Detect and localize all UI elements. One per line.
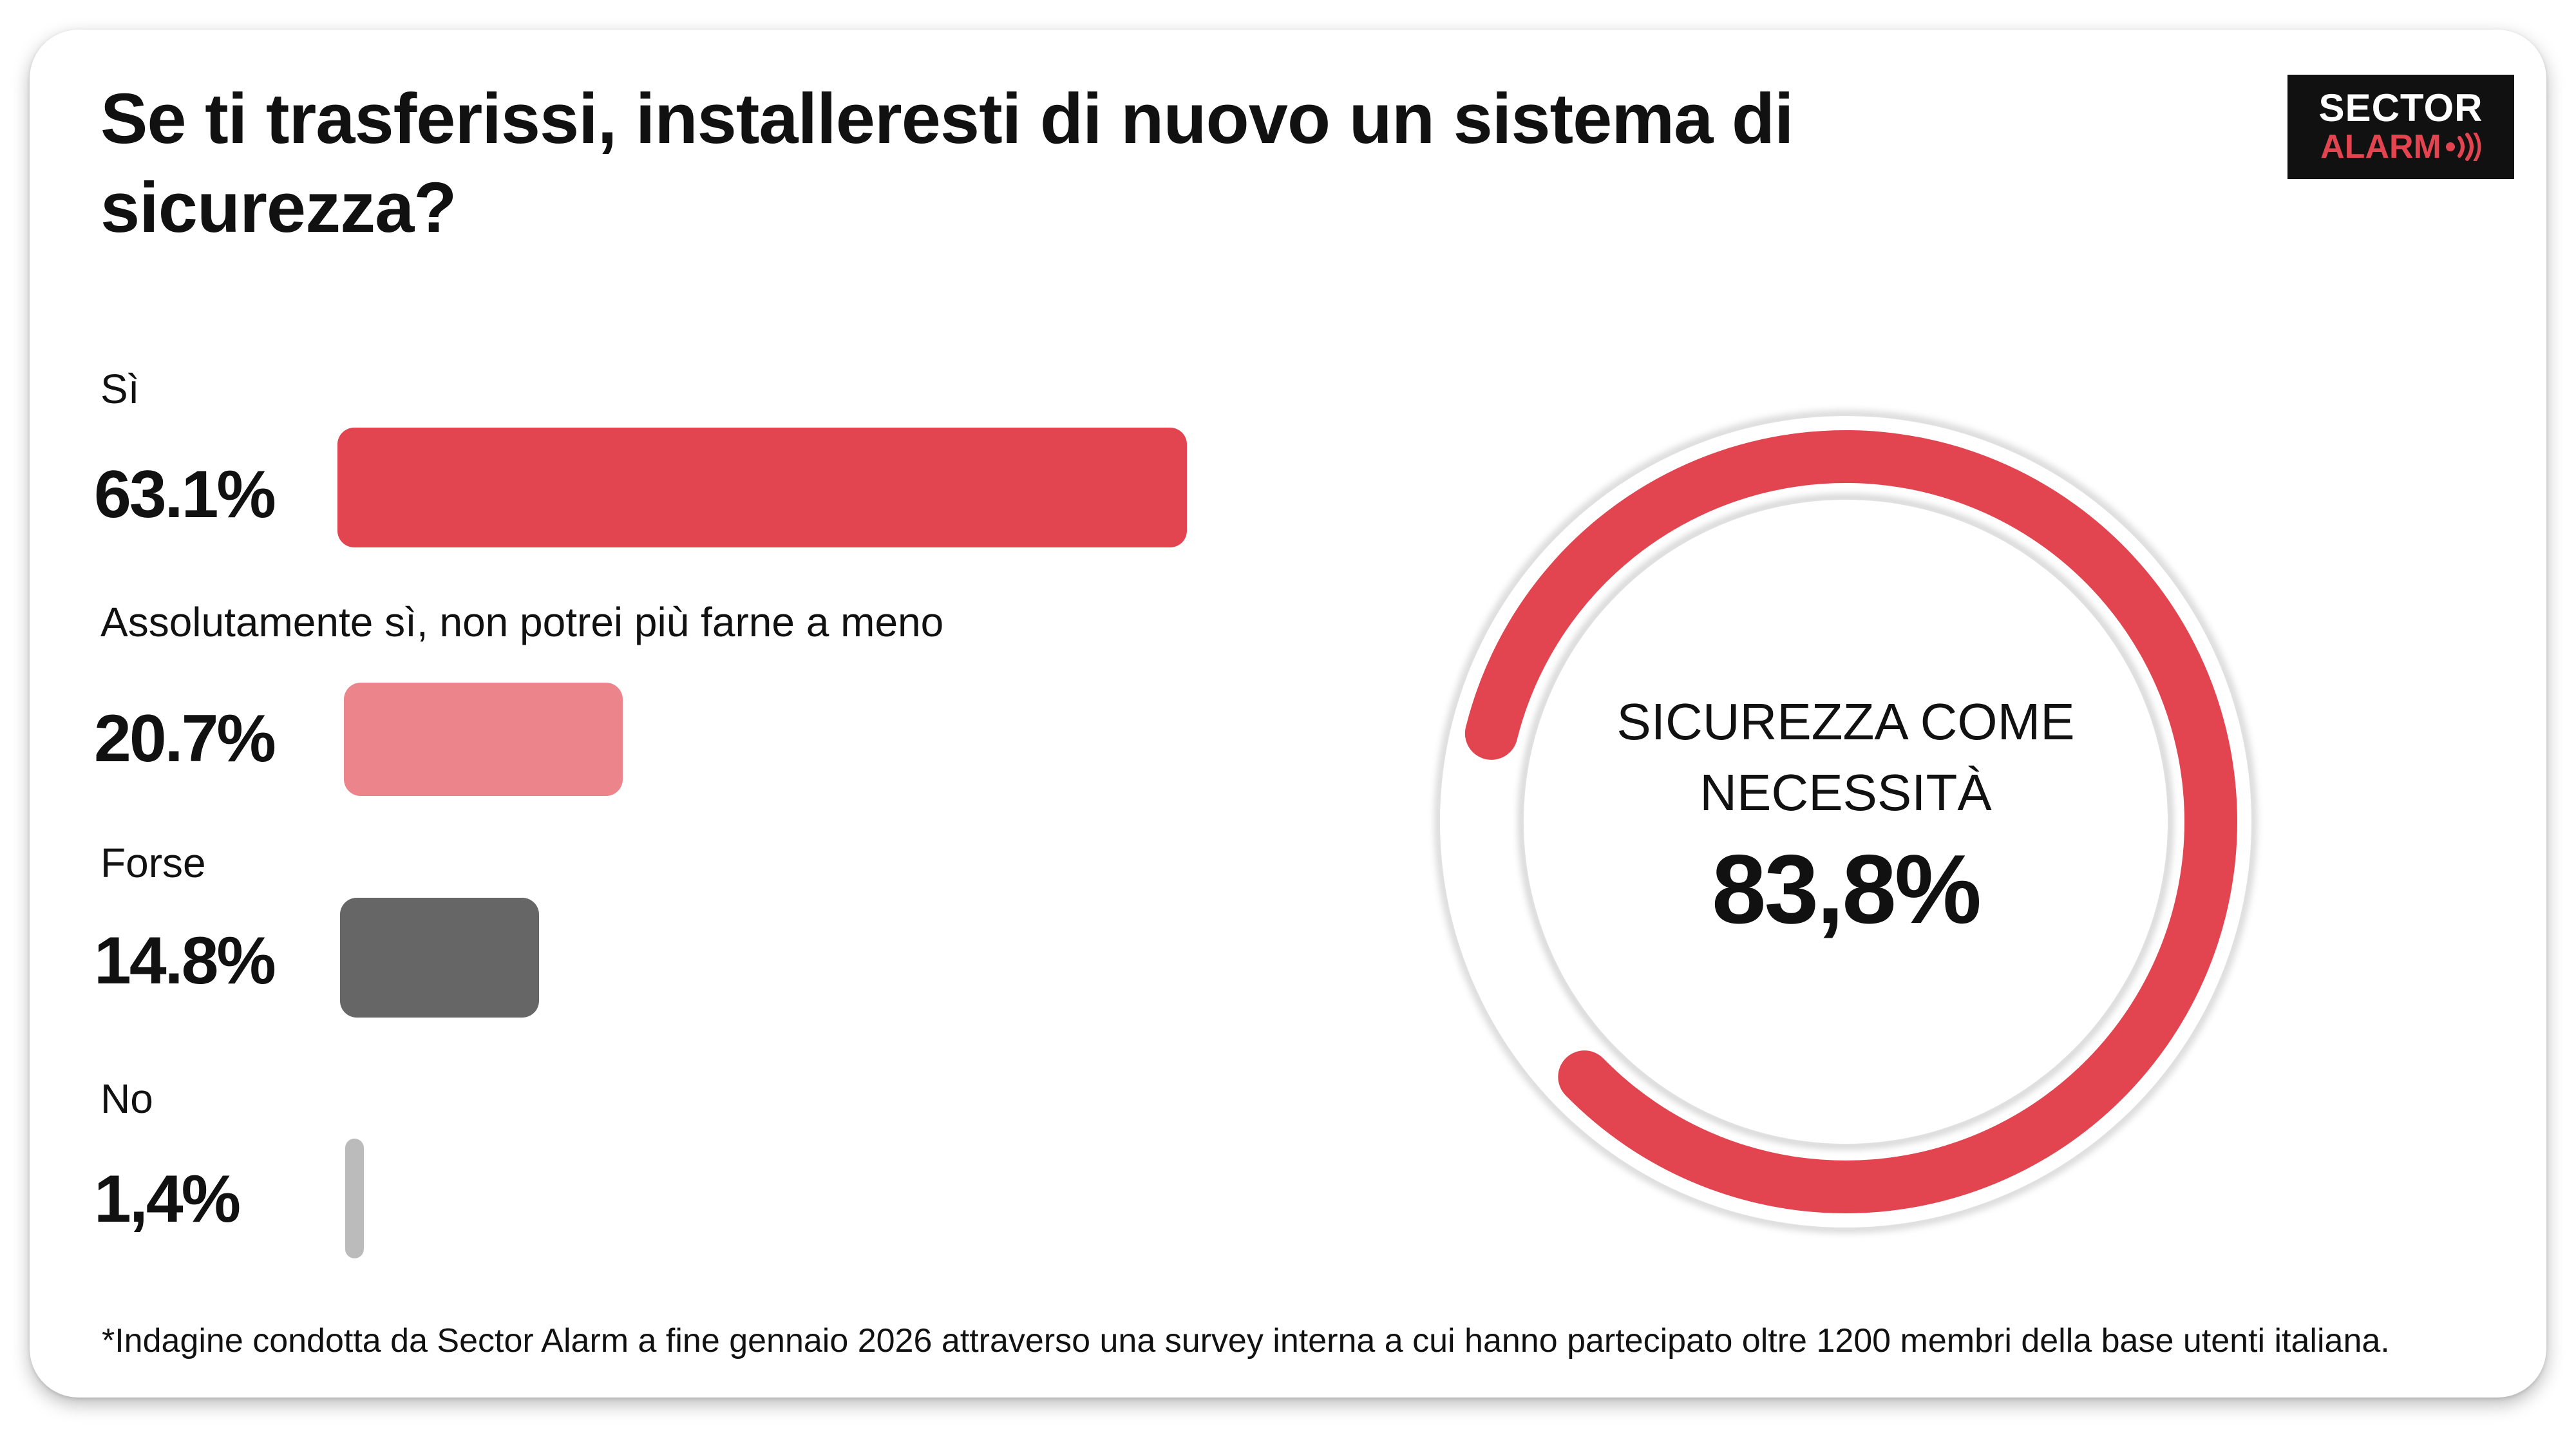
bar-category-label: Assolutamente sì, non potrei più farne a… xyxy=(100,599,944,645)
chart-title: Se ti trasferissi, installeresti di nuov… xyxy=(100,79,1794,247)
bar-category-label: No xyxy=(100,1076,153,1122)
infographic-card: Se ti trasferissi, installeresti di nuov… xyxy=(30,30,2546,1398)
logo-line2-row: ALARM xyxy=(2320,128,2481,166)
bar-value-label: 1,4% xyxy=(94,1162,241,1237)
bar xyxy=(344,683,623,796)
donut-caption: SICUREZZA COME NECESSITÀ xyxy=(1616,693,2075,821)
footnote: *Indagine condotta da Sector Alarm a fin… xyxy=(102,1322,2390,1360)
donut-svg xyxy=(1434,410,2257,1233)
bar-category-label: Sì xyxy=(100,366,140,412)
donut-chart: SICUREZZA COME NECESSITÀ 83,8% xyxy=(1414,390,2277,1253)
bar-value-label: 14.8% xyxy=(94,924,276,998)
bar-category-label: Forse xyxy=(100,840,206,886)
bar-value-label: 63.1% xyxy=(94,457,276,532)
donut-arc xyxy=(1464,430,2237,1213)
sector-alarm-logo: SECTOR ALARM xyxy=(2287,75,2514,179)
inner-disc xyxy=(1524,500,2168,1144)
logo-line2: ALARM xyxy=(2320,128,2441,166)
bar-value-label: 20.7% xyxy=(94,701,276,776)
bar xyxy=(340,898,539,1018)
donut-center: SICUREZZA COME NECESSITÀ 83,8% xyxy=(1414,390,2277,1253)
bar xyxy=(337,428,1187,547)
logo-line1: SECTOR xyxy=(2318,86,2483,129)
donut-value: 83,8% xyxy=(1712,835,1982,944)
bar xyxy=(345,1139,364,1258)
outer-ring-shadow xyxy=(1434,410,2257,1233)
signal-waves-icon xyxy=(2445,133,2481,161)
inner-ring-shadow xyxy=(1518,494,2174,1150)
